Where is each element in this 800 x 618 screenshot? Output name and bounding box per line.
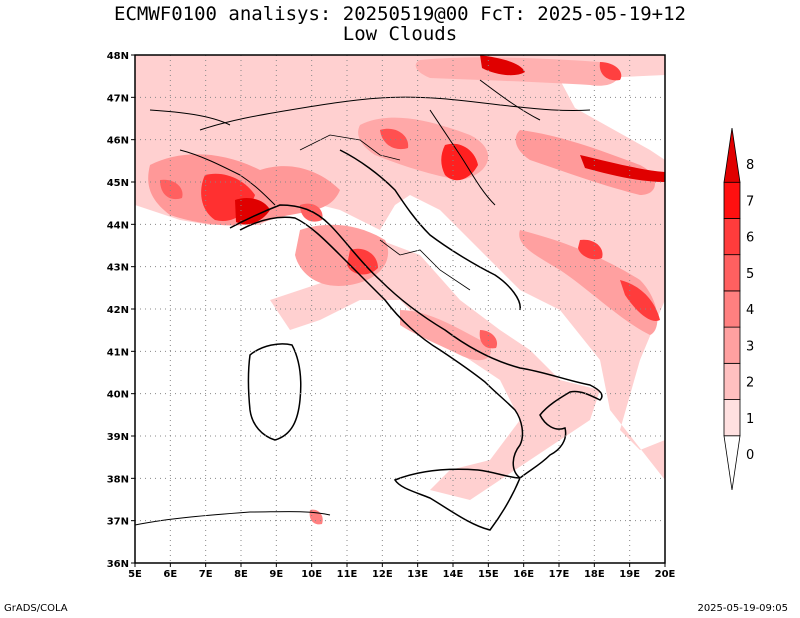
grid-lines	[135, 55, 665, 563]
footer-credit: GrADS/COLA	[4, 603, 68, 614]
lon-tick-label: 13E	[407, 569, 428, 580]
colorbar-segment	[723, 326, 741, 364]
lat-axis: 36N 37N 38N 39N 40N 41N 42N 43N 44N 45N 46N 47N 48N	[107, 51, 135, 570]
lat-tick-label: 46N	[107, 136, 129, 147]
colorbar-label: 8	[746, 158, 754, 173]
chart-title: ECMWF0100 analisys: 20250519@00 FcT: 202…	[114, 3, 686, 25]
colorbar-label: 7	[746, 194, 754, 209]
footer-timestamp: 2025-05-19-09:05	[697, 603, 788, 614]
lat-tick-label: 38N	[107, 474, 129, 485]
lat-tick-label: 41N	[107, 347, 129, 358]
colorbar: 0 1 2 3 4 5 6 7 8	[723, 127, 754, 491]
lon-tick-label: 18E	[584, 569, 605, 580]
chart-subtitle: Low Clouds	[342, 23, 458, 45]
colorbar-segment	[723, 254, 741, 292]
colorbar-segment	[723, 290, 741, 328]
cloud-field	[135, 55, 665, 525]
lon-tick-label: 14E	[443, 569, 464, 580]
lon-tick-label: 12E	[372, 569, 393, 580]
lat-tick-label: 42N	[107, 305, 129, 316]
lat-tick-label: 39N	[107, 432, 129, 443]
colorbar-label: 3	[746, 339, 754, 354]
colorbar-segment	[723, 435, 741, 491]
lon-tick-label: 7E	[199, 569, 213, 580]
lon-axis: 5E 6E 7E 8E 9E 10E 11E 12E 13E 14E 15E 16E 17E 18E 19E…	[128, 563, 676, 580]
colorbar-segment	[723, 399, 741, 437]
lon-tick-label: 9E	[269, 569, 283, 580]
lat-tick-label: 47N	[107, 93, 129, 104]
lon-tick-label: 10E	[301, 569, 322, 580]
lat-tick-label: 36N	[107, 559, 129, 570]
lon-tick-label: 8E	[234, 569, 248, 580]
colorbar-label: 4	[746, 303, 754, 318]
lon-tick-label: 19E	[619, 569, 640, 580]
lat-tick-label: 44N	[107, 220, 129, 231]
colorbar-label: 2	[746, 376, 754, 391]
lon-tick-label: 16E	[513, 569, 534, 580]
lon-tick-label: 17E	[549, 569, 570, 580]
lon-tick-label: 6E	[163, 569, 177, 580]
colorbar-segment	[723, 218, 741, 256]
lon-tick-label: 5E	[128, 569, 142, 580]
colorbar-label: 0	[746, 448, 754, 463]
colorbar-segment	[723, 127, 741, 183]
lon-tick-label: 11E	[337, 569, 358, 580]
lon-tick-label: 15E	[478, 569, 499, 580]
lat-tick-label: 40N	[107, 390, 129, 401]
colorbar-label: 6	[746, 231, 754, 246]
lat-tick-label: 45N	[107, 178, 129, 189]
colorbar-segment	[723, 362, 741, 400]
colorbar-label: 5	[746, 267, 754, 282]
lon-tick-label: 20E	[655, 569, 676, 580]
colorbar-label: 1	[746, 412, 754, 427]
lat-tick-label: 43N	[107, 263, 129, 274]
colorbar-segment	[723, 181, 741, 219]
lat-tick-label: 48N	[107, 51, 129, 62]
lat-tick-label: 37N	[107, 517, 129, 528]
